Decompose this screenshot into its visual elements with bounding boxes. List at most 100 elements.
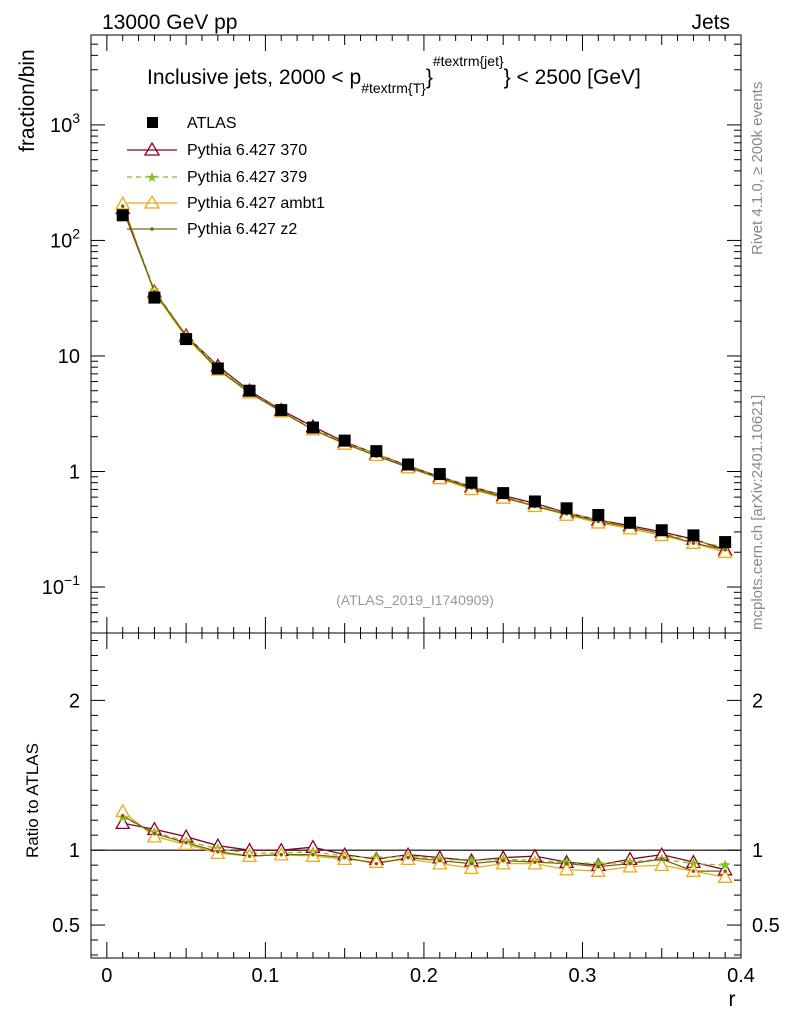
ratio-y-tick-label-right: 2 <box>752 690 763 712</box>
tick-exponent: 2 <box>72 225 80 241</box>
legend-label-370: Pythia 6.427 370 <box>187 142 307 159</box>
ratio-marker-ambt1 <box>368 854 384 868</box>
tick-base: 10 <box>42 577 64 599</box>
ratio-marker-z2 <box>342 855 347 860</box>
atlas-data-point <box>402 458 415 471</box>
ratio-y-tick-label: 1 <box>69 840 80 862</box>
ratio-marker-ambt1 <box>146 828 163 843</box>
ratio-marker-z2 <box>437 858 442 863</box>
main-y-tick-label: 102 <box>50 225 80 252</box>
legend-entry-370: Pythia 6.427 370 <box>127 141 307 159</box>
atlas-data-point <box>211 362 224 375</box>
ratio-line-p370 <box>122 822 726 871</box>
atlas-data-point <box>338 434 351 447</box>
ratio-marker-z2 <box>120 813 125 818</box>
ratio-marker-ambt1 <box>495 855 511 870</box>
legend-marker-z2 <box>150 227 154 231</box>
main-marker-ambt1 <box>115 195 131 210</box>
ratio-marker-ambt1 <box>559 861 575 876</box>
main-axis-ticks <box>91 34 742 634</box>
main-marker-z2 <box>691 541 696 545</box>
legend-label-379: Pythia 6.427 379 <box>187 169 307 186</box>
ratio-marker-z2 <box>723 869 727 873</box>
plot-title-subscript: #textrm{T} <box>361 80 426 96</box>
ratio-marker-z2 <box>311 852 315 857</box>
atlas-data-point <box>180 333 193 346</box>
ratio-y-tick-label: 2 <box>69 690 80 712</box>
ratio-y-tick-label: 0.5 <box>52 915 80 937</box>
legend-entry-ambt1: Pythia 6.427 ambt1 <box>127 194 325 212</box>
plot-title-brace: } <box>426 66 433 89</box>
ratio-marker-z2 <box>247 854 252 858</box>
tick-base: 10 <box>50 230 72 252</box>
main-line-ambt1 <box>122 203 726 553</box>
legend-entry-z2: Pythia 6.427 z2 <box>127 221 297 238</box>
legend-marker-379: ★ <box>146 169 159 185</box>
ratio-axis-ticks <box>91 633 742 958</box>
tick-base: 10 <box>50 115 72 137</box>
ratio-y-tick-label-right: 1 <box>752 840 763 862</box>
ratio-marker-z2 <box>406 855 410 860</box>
ratio-marker-p379 <box>719 859 731 870</box>
main-line-p370 <box>122 207 726 551</box>
x-tick-labels: 0 0.1 0.2 0.3 0.4 <box>101 965 755 987</box>
ratio-marker-ambt1 <box>654 857 670 871</box>
x-tick-label: 0.3 <box>569 965 597 987</box>
ratio-y-label: Ratio to ATLAS <box>23 743 42 858</box>
atlas-data-point <box>243 384 256 397</box>
ratio-marker-z2 <box>691 869 696 873</box>
atlas-data-point <box>275 404 288 417</box>
ratio-marker-z2 <box>501 858 505 863</box>
atlas-data-point <box>528 495 541 508</box>
atlas-data-point <box>497 487 510 500</box>
side-rivet-text: Rivet 4.1.0, ≥ 200k events <box>749 82 766 255</box>
legend-marker-370 <box>143 141 161 156</box>
atlas-data-point <box>624 516 637 529</box>
ratio-marker-z2 <box>216 849 220 854</box>
atlas-data-point <box>148 291 161 304</box>
x-tick-label: 0.1 <box>251 965 279 987</box>
ratio-line-ambt1 <box>122 810 726 878</box>
plot-title-main: Inclusive jets, 2000 < p <box>147 66 361 89</box>
ratio-series-group <box>115 803 733 883</box>
main-marker-z2 <box>120 204 125 208</box>
x-axis-label: r <box>729 988 736 1011</box>
ratio-panel <box>90 632 742 959</box>
ratio-marker-z2 <box>659 857 664 861</box>
atlas-data-point <box>687 529 700 542</box>
atlas-data-point <box>655 524 668 537</box>
atlas-data-point <box>306 421 319 434</box>
x-tick-label: 0.2 <box>410 965 438 987</box>
main-line-z2 <box>122 205 726 551</box>
atlas-data-point <box>116 209 129 222</box>
atlas-data-point <box>370 445 383 458</box>
x-tick-label: 0.4 <box>727 965 755 987</box>
ratio-marker-z2 <box>279 852 284 857</box>
analysis-reference: (ATLAS_2019_I1740909) <box>336 592 494 608</box>
legend-label-z2: Pythia 6.427 z2 <box>187 221 297 238</box>
legend-marker-ambt1 <box>143 194 161 209</box>
ratio-marker-ambt1 <box>717 869 733 883</box>
atlas-data-group <box>116 209 732 549</box>
ratio-marker-z2 <box>628 861 632 866</box>
tick-exponent: 3 <box>72 110 80 126</box>
tick-exponent: −1 <box>64 572 80 588</box>
ratio-marker-ambt1 <box>590 863 606 877</box>
ratio-marker-z2 <box>184 840 188 845</box>
plot-title-end: } < 2500 [GeV] <box>504 66 641 89</box>
legend-entry-379: ★ Pythia 6.427 379 <box>127 169 307 186</box>
main-line-p379 <box>122 205 726 549</box>
legend-entry-atlas: ATLAS <box>147 115 237 132</box>
main-y-tick-label: 1 <box>69 461 80 483</box>
ratio-marker-ambt1 <box>463 860 480 874</box>
main-y-tick-label: 10−1 <box>42 572 80 599</box>
legend-label-ambt1: Pythia 6.427 ambt1 <box>187 195 325 212</box>
atlas-data-point <box>560 502 573 515</box>
ratio-marker-ambt1 <box>432 855 448 870</box>
x-tick-label: 0 <box>101 965 112 987</box>
main-series-group <box>115 195 733 559</box>
legend: ATLAS Pythia 6.427 370 ★ Pythia 6.427 37… <box>127 115 325 238</box>
main-y-tick-label: 10 <box>58 346 80 368</box>
ratio-marker-z2 <box>564 861 569 866</box>
